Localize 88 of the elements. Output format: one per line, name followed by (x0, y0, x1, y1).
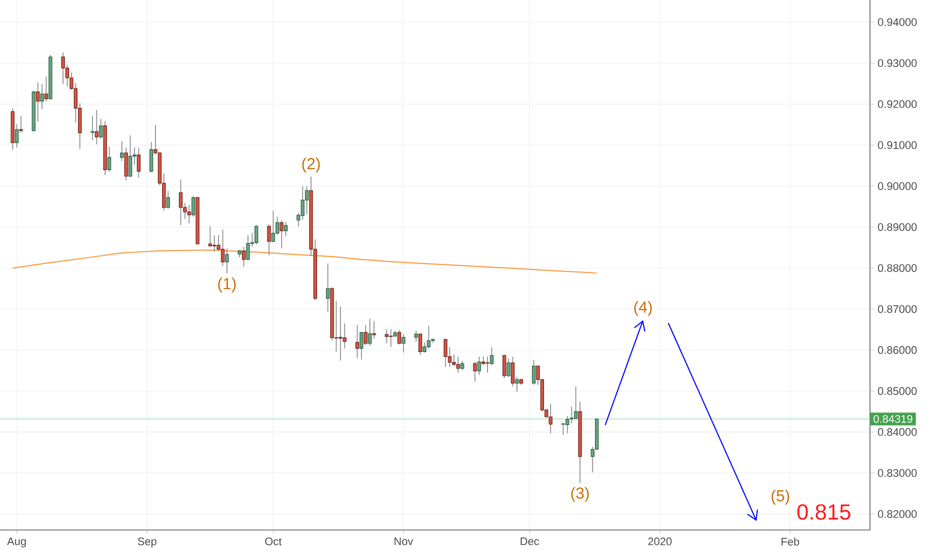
candlestick (271, 210, 276, 243)
candlestick (208, 226, 212, 248)
x-tick-label: Oct (265, 538, 282, 546)
candlestick (490, 346, 494, 366)
annotation: (5) (772, 490, 790, 505)
candlestick (242, 246, 246, 268)
candlestick (460, 360, 464, 371)
y-tick-label: 0.91000 (878, 141, 917, 149)
y-tick-label: 0.93000 (878, 59, 917, 67)
candlestick (566, 416, 570, 434)
y-tick-label: 0.82000 (878, 510, 917, 518)
y-tick-label: 0.86000 (878, 346, 917, 354)
candlestick (502, 354, 506, 379)
candlestick (246, 234, 250, 261)
annotation: (4) (634, 301, 652, 316)
candlestick (384, 328, 388, 344)
candlestick (418, 332, 422, 356)
candlestick (61, 52, 65, 84)
candlestick (532, 359, 536, 386)
y-tick-label: 0.89000 (878, 223, 917, 231)
line-series (12, 249, 598, 274)
candlestick (305, 186, 309, 215)
candlestick (254, 224, 258, 245)
candlestick (473, 361, 477, 382)
candlestick (342, 322, 346, 349)
candlestick (506, 358, 510, 378)
candlestick (300, 186, 304, 220)
x-tick-label: Dec (520, 538, 540, 546)
annotation: (2) (302, 158, 320, 172)
candlestick (280, 220, 284, 249)
candlestick (220, 229, 225, 266)
x-tick-label: Aug (7, 538, 26, 548)
candlestick (192, 195, 196, 218)
candlestick (44, 76, 48, 102)
annotation: 0.815 (797, 504, 850, 520)
y-tick-label: 0.87000 (878, 305, 917, 313)
candlestick (477, 356, 481, 376)
candlestick (574, 386, 578, 420)
candlestick (402, 334, 406, 353)
y-tick-label: 0.92000 (878, 100, 917, 108)
candlestick (326, 263, 330, 312)
y-tick-label: 0.84000 (878, 428, 917, 436)
candlestick (149, 141, 154, 173)
candlestick (486, 356, 490, 374)
y-tick-label: 0.85000 (878, 387, 917, 395)
candlestick (548, 404, 552, 434)
candlestick (414, 330, 418, 342)
candlestick (355, 324, 360, 359)
candlestick (456, 356, 460, 374)
candlestick (90, 116, 94, 141)
x-tick-label: 2020 (648, 538, 672, 546)
annotation: (1) (218, 278, 236, 292)
x-tick-label: Feb (782, 538, 800, 546)
candlestick (187, 204, 191, 224)
candlestick (99, 118, 103, 139)
y-tick-label: 0.94000 (878, 18, 917, 26)
candlestick (128, 134, 132, 178)
candlestick (136, 147, 141, 178)
y-tick-label: 0.83000 (878, 469, 917, 477)
candlestick (372, 320, 376, 340)
x-tick-label: Sep (138, 538, 156, 548)
candlestick (397, 330, 402, 345)
candlestick (515, 376, 519, 392)
ref-line-label: 0.84319 (874, 415, 912, 423)
candlestick (510, 356, 515, 387)
candlestick (107, 146, 112, 172)
candlestick (444, 338, 448, 368)
annotation: (3) (571, 487, 589, 502)
y-tick-label: 0.90000 (878, 182, 917, 190)
candlestick (284, 221, 288, 237)
candlestick (40, 84, 44, 110)
candlestick (364, 324, 368, 346)
candlestick (178, 179, 183, 226)
candlestick (368, 318, 372, 346)
candlestick (389, 328, 393, 348)
candlestick (212, 234, 216, 252)
candlestick (561, 422, 566, 436)
candlestick (426, 325, 431, 349)
candlestick (94, 109, 98, 145)
y-tick-label: 0.88000 (878, 264, 917, 272)
x-tick-label: Nov (394, 538, 414, 546)
candlestick (338, 306, 342, 362)
candlestick (166, 190, 170, 210)
candlestick (225, 248, 229, 274)
candlestick (120, 140, 124, 162)
candlestick (19, 116, 23, 134)
candlestick (14, 124, 19, 148)
candlestick (36, 82, 40, 122)
